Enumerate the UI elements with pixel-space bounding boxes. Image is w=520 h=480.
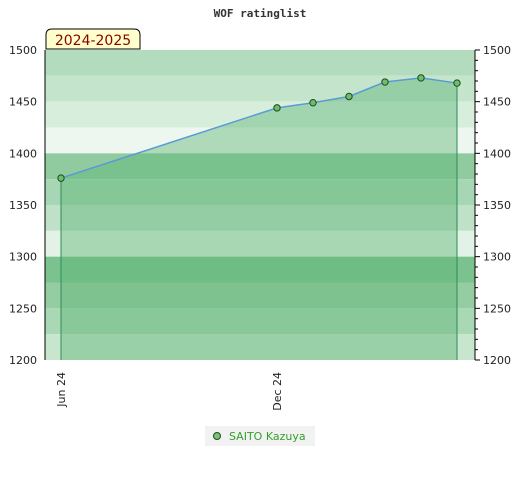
data-point xyxy=(57,174,65,182)
background-band xyxy=(45,101,475,128)
background-band xyxy=(45,153,475,180)
background-band xyxy=(45,308,475,335)
y-tick-label-right: 1450 xyxy=(483,96,511,109)
x-tick-label: Dec 24 xyxy=(271,372,284,411)
y-tick-label-left: 1450 xyxy=(9,96,37,109)
y-tick-label-right: 1500 xyxy=(483,44,511,57)
y-tick-label-right: 1300 xyxy=(483,251,511,264)
season-badge: 2024-2025 xyxy=(45,28,141,50)
y-tick-label-right: 1250 xyxy=(483,302,511,315)
data-point xyxy=(309,99,317,107)
y-tick-label-left: 1250 xyxy=(9,302,37,315)
y-tick-label-left: 1500 xyxy=(9,44,37,57)
y-tick-label-left: 1200 xyxy=(9,354,37,367)
background-band xyxy=(45,230,475,257)
x-tick-label: Jun 24 xyxy=(55,372,68,408)
background-band xyxy=(45,282,475,309)
data-point xyxy=(417,74,425,82)
y-tick-label-right: 1200 xyxy=(483,354,511,367)
axes: 1500 1500 1450 1450 1400 1400 1350 1350 1300 1300… xyxy=(9,44,511,411)
area-fill xyxy=(61,77,457,361)
background-band xyxy=(45,127,475,154)
y-tick-label-left: 1400 xyxy=(9,147,37,160)
data-point xyxy=(453,79,461,87)
y-tick-label-right: 1350 xyxy=(483,199,511,212)
y-tick-label-left: 1300 xyxy=(9,251,37,264)
data-markers xyxy=(57,74,461,182)
background-band xyxy=(45,256,475,283)
background-band xyxy=(45,179,475,205)
chart-title: WOF ratinglist xyxy=(214,7,307,20)
data-point xyxy=(345,92,353,101)
circle-marker-icon xyxy=(213,432,221,440)
y-tick-label-right: 1400 xyxy=(483,147,511,160)
background-band xyxy=(45,205,475,231)
data-point xyxy=(273,104,281,112)
background-band xyxy=(45,334,475,360)
background-band xyxy=(45,50,475,76)
data-point xyxy=(381,78,389,86)
legend[interactable]: SAITO Kazuya xyxy=(205,426,315,446)
season-label: 2024-2025 xyxy=(55,33,131,49)
legend-label: SAITO Kazuya xyxy=(229,429,306,443)
y-tick-label-left: 1350 xyxy=(9,199,37,212)
